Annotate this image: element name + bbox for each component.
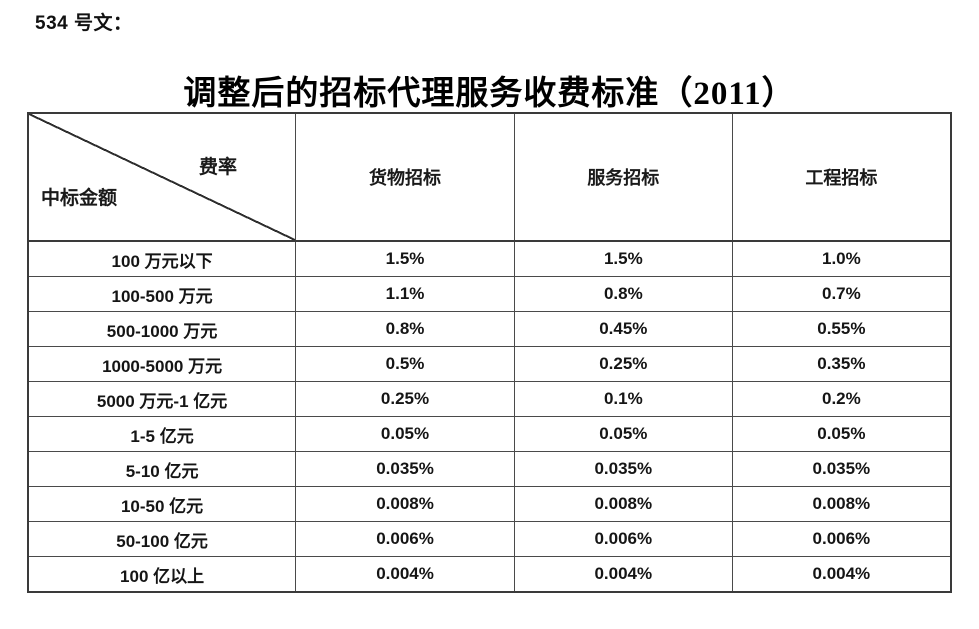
engineering-rate-cell: 0.35%	[731, 346, 952, 382]
table-row: 50-100 亿元 0.006% 0.006% 0.006%	[27, 521, 952, 557]
goods-rate-cell: 0.5%	[295, 346, 515, 382]
amount-cell: 10-50 亿元	[27, 486, 297, 522]
service-rate-cell: 0.25%	[513, 346, 733, 382]
column-header-service-bidding: 服务招标	[513, 112, 733, 242]
column-header-engineering-bidding: 工程招标	[731, 112, 952, 242]
service-rate-cell: 0.05%	[513, 416, 733, 452]
table-row: 100 亿以上 0.004% 0.004% 0.004%	[27, 556, 952, 593]
goods-rate-cell: 1.5%	[295, 240, 515, 277]
engineering-rate-cell: 0.035%	[731, 451, 952, 487]
amount-cell: 50-100 亿元	[27, 521, 297, 557]
service-rate-cell: 1.5%	[513, 240, 733, 277]
service-rate-cell: 0.006%	[513, 521, 733, 557]
goods-rate-cell: 0.035%	[295, 451, 515, 487]
service-rate-cell: 0.008%	[513, 486, 733, 522]
amount-cell: 100-500 万元	[27, 276, 297, 312]
engineering-rate-cell: 0.05%	[731, 416, 952, 452]
goods-rate-cell: 0.004%	[295, 556, 515, 593]
service-rate-cell: 0.45%	[513, 311, 733, 347]
goods-rate-cell: 0.008%	[295, 486, 515, 522]
amount-cell: 5000 万元-1 亿元	[27, 381, 297, 417]
amount-cell: 5-10 亿元	[27, 451, 297, 487]
engineering-rate-cell: 1.0%	[731, 240, 952, 277]
amount-cell: 100 万元以下	[27, 240, 297, 277]
service-rate-cell: 0.035%	[513, 451, 733, 487]
goods-rate-cell: 1.1%	[295, 276, 515, 312]
engineering-rate-cell: 0.008%	[731, 486, 952, 522]
corner-label-fee-rate: 费率	[199, 157, 238, 178]
goods-rate-cell: 0.8%	[295, 311, 515, 347]
service-rate-cell: 0.1%	[513, 381, 733, 417]
page-title: 调整后的招标代理服务收费标准（2011）	[183, 76, 796, 113]
engineering-rate-cell: 0.006%	[731, 521, 952, 557]
document-number-label: 534 号文：	[35, 13, 133, 34]
column-header-goods-bidding: 货物招标	[295, 112, 515, 242]
service-rate-cell: 0.8%	[513, 276, 733, 312]
amount-cell: 500-1000 万元	[27, 311, 297, 347]
table-row: 100 万元以下 1.5% 1.5% 1.0%	[27, 240, 952, 277]
table-row: 1-5 亿元 0.05% 0.05% 0.05%	[27, 416, 952, 452]
amount-cell: 100 亿以上	[27, 556, 297, 593]
engineering-rate-cell: 0.7%	[731, 276, 952, 312]
corner-header-cell: 费率 中标金额	[27, 112, 297, 242]
amount-cell: 1000-5000 万元	[27, 346, 297, 382]
table-row: 500-1000 万元 0.8% 0.45% 0.55%	[27, 311, 952, 347]
goods-rate-cell: 0.05%	[295, 416, 515, 452]
engineering-rate-cell: 0.55%	[731, 311, 952, 347]
fee-rate-table: 费率 中标金额 货物招标 服务招标 工程招标 100 万元以下 1.5% 1.5…	[27, 112, 952, 593]
goods-rate-cell: 0.25%	[295, 381, 515, 417]
table-row: 100-500 万元 1.1% 0.8% 0.7%	[27, 276, 952, 312]
goods-rate-cell: 0.006%	[295, 521, 515, 557]
engineering-rate-cell: 0.004%	[731, 556, 952, 593]
table-row: 5000 万元-1 亿元 0.25% 0.1% 0.2%	[27, 381, 952, 417]
table-row: 1000-5000 万元 0.5% 0.25% 0.35%	[27, 346, 952, 382]
engineering-rate-cell: 0.2%	[731, 381, 952, 417]
table-row: 10-50 亿元 0.008% 0.008% 0.008%	[27, 486, 952, 522]
table-row: 5-10 亿元 0.035% 0.035% 0.035%	[27, 451, 952, 487]
table-header-row: 费率 中标金额 货物招标 服务招标 工程招标	[27, 112, 952, 242]
amount-cell: 1-5 亿元	[27, 416, 297, 452]
corner-label-bid-amount: 中标金额	[41, 188, 118, 209]
service-rate-cell: 0.004%	[513, 556, 733, 593]
